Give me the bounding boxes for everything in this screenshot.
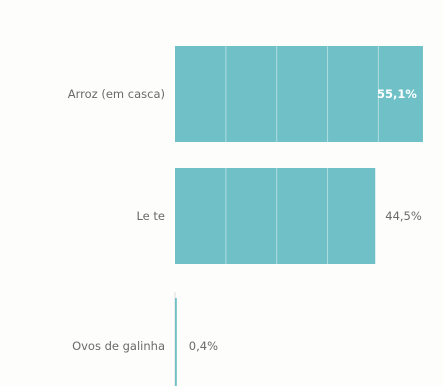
value-label: 44,5% xyxy=(385,209,422,223)
bar-3 xyxy=(175,298,177,386)
value-label: 0,4% xyxy=(189,339,218,353)
bar-2 xyxy=(175,168,376,264)
category-label: Le te xyxy=(136,209,165,223)
category-label: Arroz (em casca) xyxy=(68,87,165,101)
labels-group: Arroz (em casca) 55,1% Le te 44,5% Ovos de g… xyxy=(68,87,422,353)
category-label: Ovos de galinha xyxy=(72,339,165,353)
value-label: 55,1% xyxy=(377,87,417,101)
bar-1 xyxy=(175,46,423,142)
bars-group xyxy=(175,46,423,386)
